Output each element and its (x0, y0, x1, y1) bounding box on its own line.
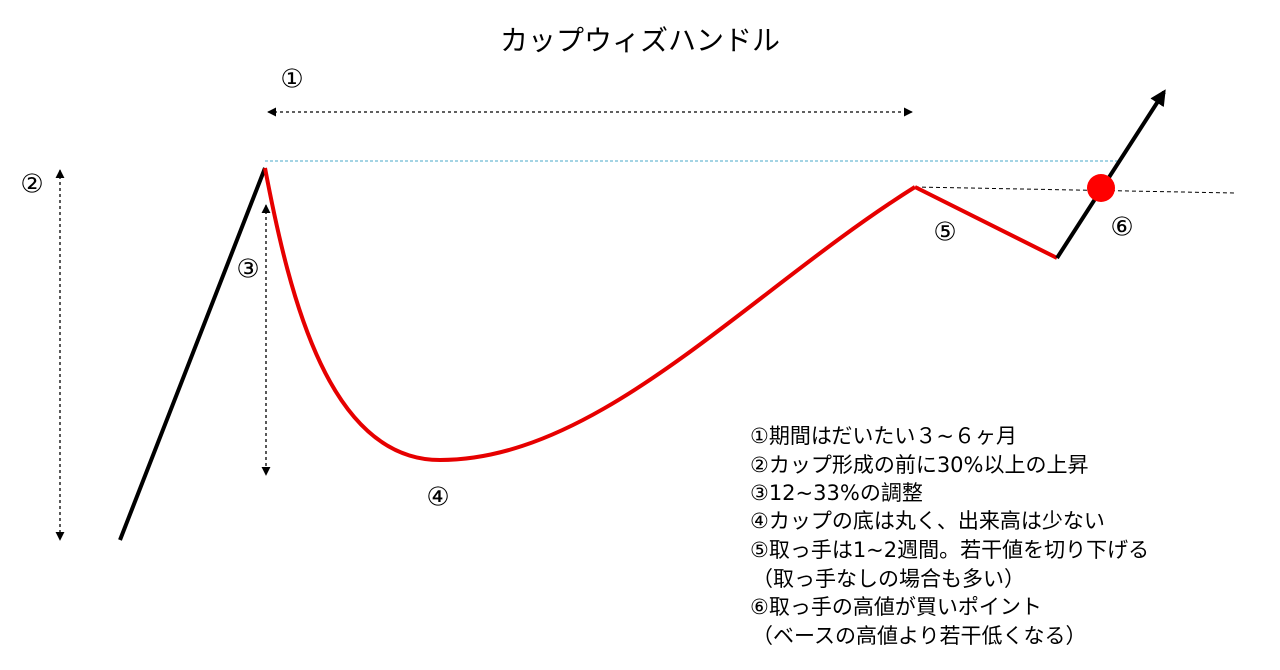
handle-high-line (914, 186, 1236, 194)
breakout (1055, 89, 1166, 260)
note: （ベースの高値より若干低くなる） (752, 624, 1087, 648)
note: ②カップ形成の前に30%以上の上昇 (750, 453, 1089, 477)
note: ③12~33%の調整 (750, 481, 923, 505)
marker: ③ (236, 255, 259, 285)
cup (263, 167, 917, 463)
marker: ② (20, 170, 43, 200)
title: カップウィズハンドル (500, 24, 780, 57)
prior-rise (118, 167, 267, 541)
note: ④カップの底は丸く、出来高は少ない (750, 509, 1105, 533)
marker: ⑤ (933, 218, 956, 248)
marker: ⑥ (1110, 213, 1133, 243)
marker: ① (280, 65, 303, 95)
note: ①期間はだいたい３~６ヶ月 (750, 424, 1017, 448)
note: （取っ手なしの場合も多い） (752, 567, 1025, 591)
buy-point (1087, 174, 1115, 202)
note: ⑤取っ手は1~2週間。若干値を切り下げる (750, 538, 1149, 562)
handle (914, 185, 1058, 260)
note: ⑥取っ手の高値が買いポイント (750, 595, 1042, 619)
marker: ④ (426, 483, 449, 513)
